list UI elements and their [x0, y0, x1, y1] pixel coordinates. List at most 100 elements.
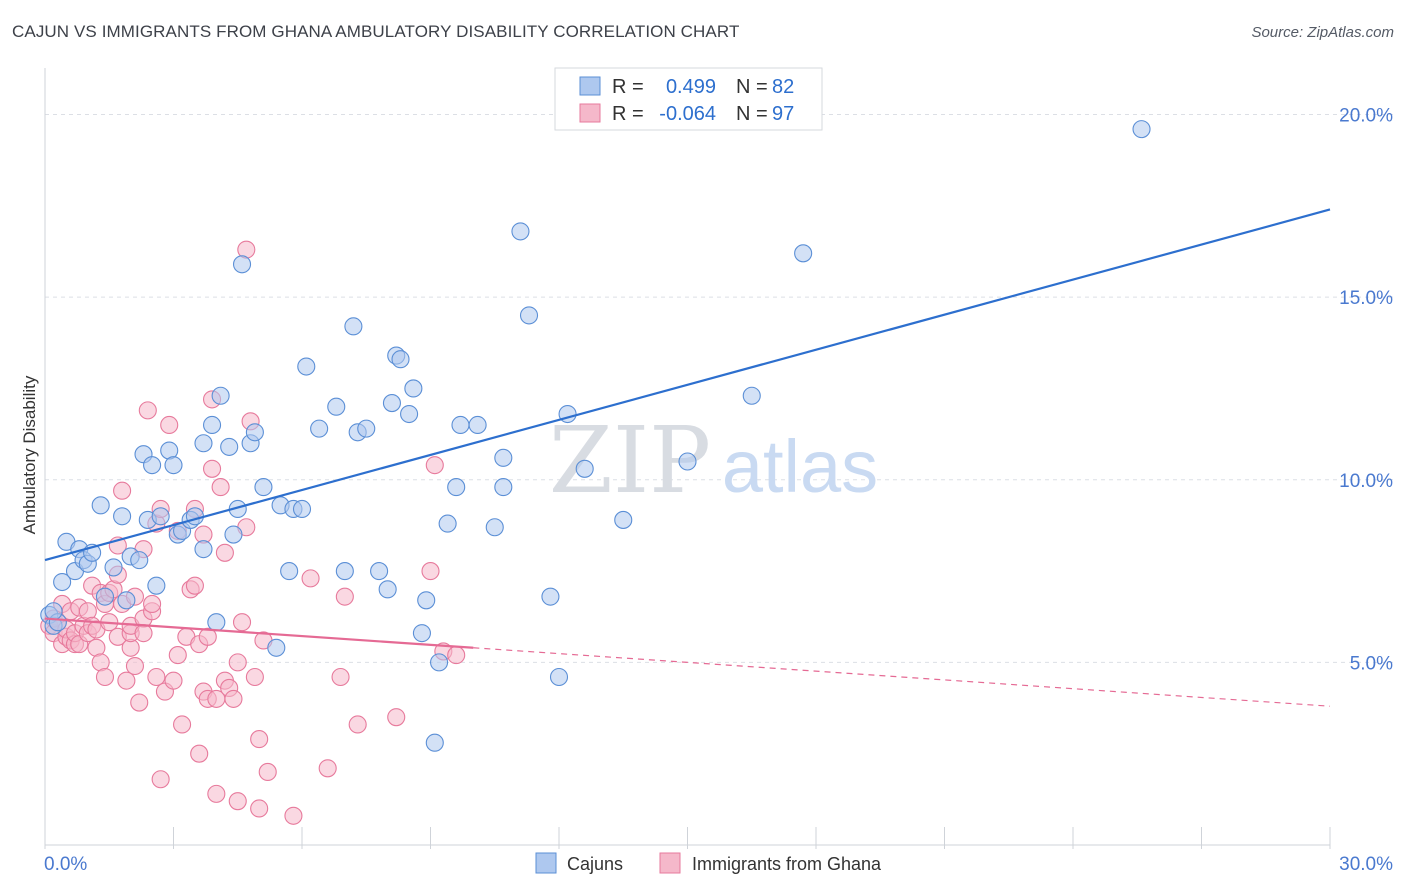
ghana-point-86 [284, 806, 303, 825]
ghana-point-39 [130, 693, 149, 712]
watermark: ZIP atlas [549, 407, 878, 514]
ghana-n-value: 97 [772, 103, 794, 125]
ghana-legend-swatch [579, 103, 601, 123]
cajun-point-71 [511, 222, 530, 241]
cajun-point-39 [245, 423, 264, 442]
ghana-point-51 [160, 415, 179, 435]
y-tick-label-1: 10.0% [1339, 471, 1393, 492]
cajun-point-62 [425, 733, 444, 752]
ghana-series-swatch [659, 852, 681, 874]
cajun-point-21 [147, 576, 166, 595]
ghana-point-33 [117, 671, 136, 690]
ghana-r-value: -0.064 [659, 103, 716, 125]
cajun-point-69 [494, 478, 513, 497]
series-legend: Cajuns Immigrants from Ghana [535, 852, 882, 874]
cajun-point-11 [91, 496, 110, 515]
cajun-point-55 [382, 394, 402, 413]
cajun-point-43 [280, 562, 299, 581]
cajun-point-60 [412, 624, 431, 643]
cajun-point-79 [742, 386, 761, 405]
ghana-point-76 [228, 653, 247, 672]
ghana-point-45 [143, 594, 162, 613]
cajun-point-20 [143, 456, 162, 475]
cajun-point-59 [404, 379, 423, 398]
ghana-point-92 [387, 708, 406, 727]
tick-labels: 5.0% 10.0% 15.0% 20.0% 0.0% 30.0% [44, 106, 1393, 875]
ghana-trend-line [44, 617, 474, 649]
ghana-point-24 [95, 667, 115, 687]
cajun-point-65 [447, 478, 466, 497]
correlation-legend: R = 0.499 N = 82 R = -0.064 N = 97 [554, 67, 823, 131]
ghana-point-32 [113, 481, 132, 500]
ghana-point-49 [151, 770, 170, 789]
cajun-point-68 [485, 518, 504, 537]
cajun-point-74 [549, 667, 569, 687]
cajun-point-49 [335, 562, 354, 581]
ghana-point-55 [173, 715, 192, 734]
ghana-point-91 [348, 715, 367, 734]
cajun-point-3 [44, 602, 63, 621]
cajun-point-57 [391, 350, 410, 369]
cajun-point-70 [494, 448, 513, 467]
cajun-point-66 [451, 415, 470, 435]
y-tick-label-2: 15.0% [1339, 288, 1393, 309]
cajun-point-32 [207, 613, 226, 632]
cajuns-series-label: Cajuns [567, 854, 623, 874]
x-tick-label-1: 30.0% [1339, 854, 1393, 875]
cajun-point-47 [310, 419, 329, 438]
cajun-point-63 [430, 653, 449, 672]
cajun-point-72 [519, 306, 539, 325]
cajun-point-78 [678, 452, 697, 471]
cajun-point-58 [400, 404, 419, 424]
ghana-point-38 [125, 656, 144, 676]
ghana-point-69 [207, 784, 226, 803]
ghana-point-88 [318, 759, 337, 778]
cajun-point-77 [614, 510, 633, 529]
ghana-point-75 [228, 792, 247, 811]
cajun-point-76 [575, 459, 594, 478]
x-tick-label-0: 0.0% [44, 854, 87, 875]
cajun-point-40 [254, 478, 273, 497]
ghana-point-77 [232, 613, 252, 632]
cajun-point-54 [378, 580, 397, 599]
ghana-point-83 [250, 799, 269, 818]
ghana-n-label: N = [736, 103, 768, 125]
cajuns-r-label: R = [612, 76, 644, 98]
ghana-point-89 [331, 667, 350, 687]
cajun-point-34 [220, 437, 239, 456]
ghana-point-61 [190, 744, 209, 763]
cajuns-r-value: 0.499 [666, 76, 716, 98]
y-tick-label-3: 20.0% [1339, 106, 1393, 127]
ghana-point-94 [425, 456, 444, 475]
cajun-point-80 [794, 244, 813, 263]
source-label: Source: ZipAtlas.com [1251, 24, 1394, 41]
cajun-point-81 [1132, 120, 1151, 139]
cajun-point-4 [53, 572, 72, 592]
ghana-trend-extension [473, 647, 1331, 707]
cajun-point-33 [211, 386, 230, 405]
axes [44, 68, 1331, 849]
cajun-point-24 [164, 456, 183, 475]
ghana-series-label: Immigrants from Ghana [692, 854, 882, 874]
cajun-point-73 [541, 587, 560, 606]
cajun-point-15 [117, 591, 136, 610]
cajun-point-12 [95, 587, 115, 606]
ghana-point-85 [258, 762, 277, 782]
cajun-point-13 [104, 558, 123, 577]
ghana-point-53 [168, 646, 187, 665]
cajuns-n-label: N = [736, 76, 768, 98]
ghana-point-64 [198, 627, 217, 646]
ghana-point-67 [203, 459, 222, 478]
ghana-point-71 [215, 543, 234, 562]
ghana-point-43 [138, 401, 157, 420]
cajuns-points [40, 120, 1151, 752]
ghana-point-96 [447, 646, 466, 665]
cajun-point-29 [194, 540, 213, 559]
cajun-point-64 [438, 514, 457, 533]
ghana-point-82 [250, 730, 269, 749]
cajun-point-14 [113, 507, 132, 526]
ghana-point-59 [185, 576, 204, 595]
ghana-point-81 [245, 667, 264, 687]
cajuns-legend-swatch [579, 76, 601, 96]
